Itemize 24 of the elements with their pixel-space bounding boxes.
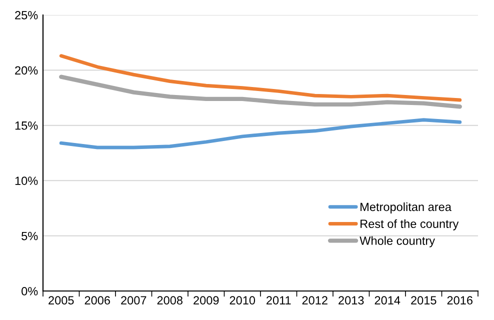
y-tick-label: 10% xyxy=(15,176,38,185)
y-tick-label: 15% xyxy=(15,121,38,130)
y-tick-label: 0% xyxy=(22,287,38,296)
legend-label: Metropolitan area xyxy=(360,202,452,214)
line-series xyxy=(59,118,462,150)
x-tick-label: 2010 xyxy=(230,296,256,305)
y-tick-label: 5% xyxy=(22,232,38,240)
legend-label: Rest of the country xyxy=(360,219,459,230)
y-tick-label: 25% xyxy=(15,11,38,20)
x-tick-label: 2012 xyxy=(302,296,328,305)
x-tick-label: 2011 xyxy=(266,296,291,305)
x-tick-label: 2016 xyxy=(447,296,472,305)
x-tick-label: 2006 xyxy=(84,296,110,305)
legend-label: Whole country xyxy=(360,236,436,248)
y-tick-label: 20% xyxy=(15,66,38,75)
line-series xyxy=(59,74,462,109)
x-tick-label: 2014 xyxy=(374,296,400,305)
x-tick-label: 2005 xyxy=(48,296,74,305)
x-tick-label: 2008 xyxy=(157,296,182,305)
x-tick-label: 2009 xyxy=(194,296,219,305)
line-series xyxy=(59,54,462,102)
x-tick-label: 2013 xyxy=(338,296,364,305)
x-tick-label: 2015 xyxy=(411,296,436,305)
x-tick-label: 2007 xyxy=(121,296,146,305)
